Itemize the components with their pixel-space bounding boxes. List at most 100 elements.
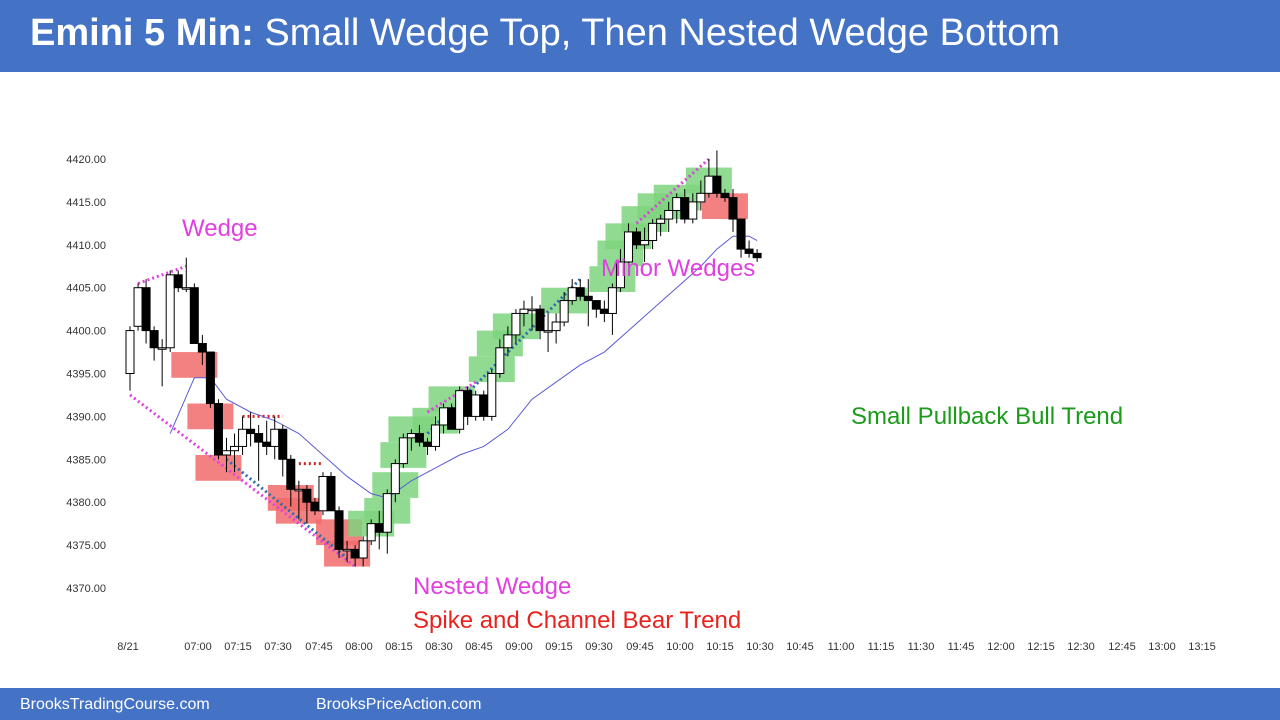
bull-candle-body <box>431 424 441 447</box>
candle <box>447 403 457 430</box>
trendline <box>129 393 357 568</box>
candle <box>704 159 714 198</box>
candle <box>165 270 175 353</box>
candle <box>752 249 762 262</box>
x-tick-label: 09:00 <box>505 641 533 653</box>
annotation-spike-channel-bear-trend: Spike and Channel Bear Trend <box>413 607 741 634</box>
x-axis: 8/21 07:00 07:15 07:30 07:45 08:00 08:15 08:30 0… <box>117 641 1215 653</box>
candle <box>503 326 513 357</box>
candle <box>728 189 738 232</box>
x-tick-label: 13:00 <box>1148 641 1176 653</box>
bull-candle-body <box>688 201 698 220</box>
candle <box>238 416 248 456</box>
annotation-minor-wedges: Minor Wedges <box>601 255 755 282</box>
trendline <box>225 458 349 560</box>
candle <box>326 472 336 512</box>
candle <box>366 519 376 546</box>
candle <box>479 390 489 421</box>
bear-candle-body <box>213 403 223 456</box>
candle <box>736 218 746 258</box>
title-bold: Emini 5 Min: <box>30 12 254 54</box>
bear-candle-body <box>744 248 754 254</box>
y-tick-label: 4415.00 <box>66 197 106 209</box>
x-tick-label: 08:00 <box>345 641 373 653</box>
candle <box>559 291 569 327</box>
candle <box>133 283 143 331</box>
candles <box>125 150 762 567</box>
bear-candle-body <box>680 197 690 220</box>
candle <box>664 201 674 232</box>
bull-candle-body <box>157 347 167 350</box>
candle <box>632 227 642 250</box>
candle <box>607 283 617 335</box>
annotations: Wedge Minor Wedges Small Pullback Bull T… <box>182 215 1123 634</box>
bear-candle-body <box>254 433 264 443</box>
candle <box>398 433 408 468</box>
x-tick-label: 12:00 <box>987 641 1015 653</box>
x-tick-label: 12:30 <box>1067 641 1095 653</box>
bear-candle-body <box>575 287 585 297</box>
footer-link-trading-course[interactable]: BrooksTradingCourse.com <box>20 696 210 713</box>
candle <box>141 279 151 344</box>
highlight-boxes <box>171 167 748 567</box>
candle <box>390 459 400 503</box>
bull-candle-body <box>238 428 248 447</box>
bear-candle-body <box>302 488 312 503</box>
bear-candle-body <box>310 501 320 512</box>
y-tick-label: 4370.00 <box>66 583 106 595</box>
candle <box>221 437 231 473</box>
x-tick-label: 12:15 <box>1027 641 1055 653</box>
candle <box>262 420 272 456</box>
bear-candle-body <box>246 428 256 435</box>
candle <box>591 300 601 318</box>
bull-candle-body <box>270 428 280 447</box>
bull-candle-body <box>551 321 561 332</box>
footer-link-price-action[interactable]: BrooksPriceAction.com <box>316 696 482 713</box>
bear-candle-body <box>632 231 642 246</box>
y-tick-label: 4380.00 <box>66 497 106 509</box>
x-tick-label: 11:00 <box>828 641 855 653</box>
candle <box>656 214 666 237</box>
candle <box>302 485 312 524</box>
bull-candle-body <box>559 300 569 323</box>
bull-candle-body <box>125 330 135 375</box>
header-bar <box>0 0 1280 72</box>
footer-bar <box>0 688 1280 720</box>
bear-candle-body <box>326 475 336 512</box>
y-tick-label: 4385.00 <box>66 454 106 466</box>
bull-candle-body <box>615 261 625 289</box>
candle <box>431 416 441 451</box>
bull-candle-body <box>664 209 674 220</box>
x-tick-label: 8/21 <box>117 641 138 653</box>
bear-highlight-box <box>195 455 242 481</box>
candle <box>648 219 658 250</box>
candle <box>213 399 223 460</box>
candle <box>205 351 215 408</box>
candle <box>246 412 256 447</box>
bull-candle-body <box>511 312 521 336</box>
candle <box>455 386 465 434</box>
bear-candle-body <box>374 523 384 533</box>
candle <box>286 455 296 507</box>
bear-candle-body <box>535 308 545 332</box>
bull-candle-body <box>294 488 304 492</box>
bull-candle-body <box>648 222 658 242</box>
bear-candle-body <box>173 274 183 289</box>
bull-candle-body <box>358 540 368 559</box>
bear-candle-body <box>583 295 593 302</box>
candle <box>230 433 240 473</box>
candle <box>181 257 191 292</box>
candle <box>189 283 199 344</box>
x-tick-label: 07:45 <box>305 641 333 653</box>
y-tick-label: 4410.00 <box>66 240 106 252</box>
x-tick-label: 07:15 <box>224 641 252 653</box>
x-tick-label: 09:30 <box>585 641 613 653</box>
candle <box>487 369 497 421</box>
bull-candle-body <box>471 394 481 417</box>
x-tick-label: 08:30 <box>425 641 453 653</box>
y-tick-label: 4405.00 <box>66 283 106 295</box>
trendline <box>635 157 710 225</box>
bull-candle-body <box>455 390 465 430</box>
bull-candle-body <box>439 407 449 426</box>
candle <box>583 279 593 327</box>
